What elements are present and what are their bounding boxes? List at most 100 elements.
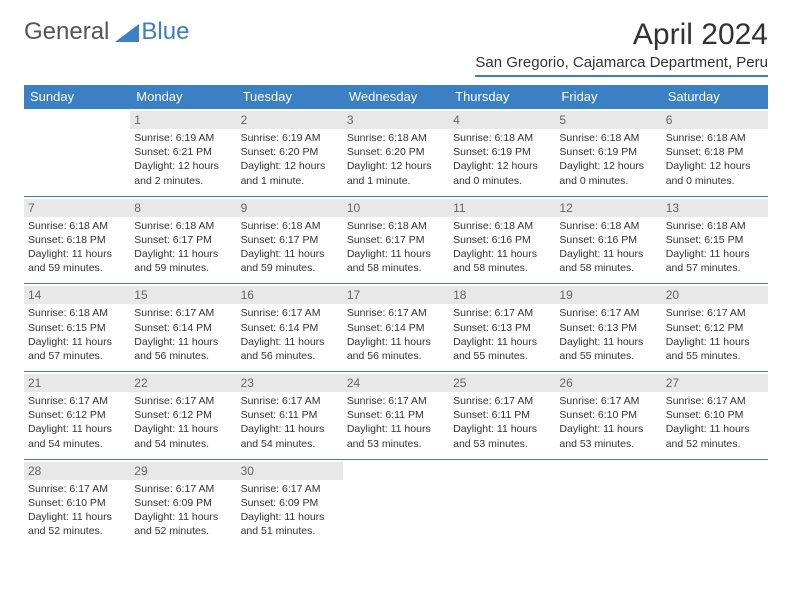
day-number: 25 (449, 374, 555, 392)
day-number: 2 (237, 111, 343, 129)
calendar-cell: 30 Sunrise: 6:17 AMSunset: 6:09 PMDayligh… (237, 459, 343, 546)
day-info: Sunrise: 6:17 AMSunset: 6:12 PMDaylight:… (666, 306, 764, 363)
title-block: April 2024 San Gregorio, Cajamarca Depar… (475, 18, 768, 77)
day-number: 11 (449, 199, 555, 217)
calendar-cell: 22 Sunrise: 6:17 AMSunset: 6:12 PMDayligh… (130, 372, 236, 460)
weekday-header-row: Sunday Monday Tuesday Wednesday Thursday… (24, 85, 768, 109)
calendar-cell: 20 Sunrise: 6:17 AMSunset: 6:12 PMDayligh… (662, 284, 768, 372)
day-number: 12 (555, 199, 661, 217)
weekday-friday: Friday (555, 85, 661, 109)
day-info: Sunrise: 6:17 AMSunset: 6:14 PMDaylight:… (134, 306, 232, 363)
calendar-cell: 6 Sunrise: 6:18 AMSunset: 6:18 PMDaylight… (662, 109, 768, 197)
weekday-saturday: Saturday (662, 85, 768, 109)
calendar-cell: 1Sunrise: 6:19 AMSunset: 6:21 PMDaylight… (130, 109, 236, 197)
calendar-cell (24, 109, 130, 197)
calendar-cell (662, 459, 768, 546)
weekday-monday: Monday (130, 85, 236, 109)
day-info: Sunrise: 6:18 AMSunset: 6:16 PMDaylight:… (559, 219, 657, 276)
day-number: 19 (555, 286, 661, 304)
day-info: Sunrise: 6:18 AMSunset: 6:15 PMDaylight:… (666, 219, 764, 276)
calendar-cell: 12 Sunrise: 6:18 AMSunset: 6:16 PMDayligh… (555, 196, 661, 284)
day-number: 20 (662, 286, 768, 304)
calendar-cell: 27 Sunrise: 6:17 AMSunset: 6:10 PMDayligh… (662, 372, 768, 460)
day-number: 23 (237, 374, 343, 392)
calendar-cell: 25 Sunrise: 6:17 AMSunset: 6:11 PMDayligh… (449, 372, 555, 460)
day-info: Sunrise: 6:18 AMSunset: 6:15 PMDaylight:… (28, 306, 126, 363)
day-info: Sunrise: 6:17 AMSunset: 6:11 PMDaylight:… (453, 394, 551, 451)
day-info: Sunrise: 6:18 AMSunset: 6:18 PMDaylight:… (28, 219, 126, 276)
weekday-tuesday: Tuesday (237, 85, 343, 109)
calendar-row: 1Sunrise: 6:19 AMSunset: 6:21 PMDaylight… (24, 109, 768, 197)
day-info: Sunrise: 6:17 AMSunset: 6:14 PMDaylight:… (347, 306, 445, 363)
day-info: Sunrise: 6:17 AMSunset: 6:14 PMDaylight:… (241, 306, 339, 363)
day-info: Sunrise: 6:17 AMSunset: 6:13 PMDaylight:… (453, 306, 551, 363)
day-number: 16 (237, 286, 343, 304)
calendar-table: Sunday Monday Tuesday Wednesday Thursday… (24, 85, 768, 546)
month-title: April 2024 (475, 18, 768, 52)
calendar-cell: 15 Sunrise: 6:17 AMSunset: 6:14 PMDayligh… (130, 284, 236, 372)
day-info: Sunrise: 6:18 AMSunset: 6:17 PMDaylight:… (241, 219, 339, 276)
day-info: Sunrise: 6:18 AMSunset: 6:17 PMDaylight:… (134, 219, 232, 276)
calendar-cell: 7 Sunrise: 6:18 AMSunset: 6:18 PMDaylight… (24, 196, 130, 284)
day-info: Sunrise: 6:17 AMSunset: 6:09 PMDaylight:… (134, 482, 232, 539)
day-number: 14 (24, 286, 130, 304)
day-number: 13 (662, 199, 768, 217)
calendar-row: 7 Sunrise: 6:18 AMSunset: 6:18 PMDaylight… (24, 196, 768, 284)
header: General Blue April 2024 San Gregorio, Ca… (24, 18, 768, 77)
location-text: San Gregorio, Cajamarca Department, Peru (475, 54, 768, 77)
day-number: 3 (343, 111, 449, 129)
calendar-cell: 29 Sunrise: 6:17 AMSunset: 6:09 PMDayligh… (130, 459, 236, 546)
calendar-cell (343, 459, 449, 546)
day-info: Sunrise: 6:18 AMSunset: 6:17 PMDaylight:… (347, 219, 445, 276)
day-number: 15 (130, 286, 236, 304)
day-number: 26 (555, 374, 661, 392)
day-number: 21 (24, 374, 130, 392)
day-number: 17 (343, 286, 449, 304)
day-info: Sunrise: 6:17 AMSunset: 6:10 PMDaylight:… (559, 394, 657, 451)
day-info: Sunrise: 6:17 AMSunset: 6:11 PMDaylight:… (347, 394, 445, 451)
day-number: 29 (130, 462, 236, 480)
day-number: 4 (449, 111, 555, 129)
calendar-row: 14 Sunrise: 6:18 AMSunset: 6:15 PMDayligh… (24, 284, 768, 372)
day-info: Sunrise: 6:17 AMSunset: 6:10 PMDaylight:… (28, 482, 126, 539)
calendar-cell: 2 Sunrise: 6:19 AMSunset: 6:20 PMDaylight… (237, 109, 343, 197)
calendar-cell: 18 Sunrise: 6:17 AMSunset: 6:13 PMDayligh… (449, 284, 555, 372)
calendar-cell: 4 Sunrise: 6:18 AMSunset: 6:19 PMDaylight… (449, 109, 555, 197)
calendar-cell: 23 Sunrise: 6:17 AMSunset: 6:11 PMDayligh… (237, 372, 343, 460)
calendar-cell: 11 Sunrise: 6:18 AMSunset: 6:16 PMDayligh… (449, 196, 555, 284)
day-info: Sunrise: 6:19 AMSunset: 6:20 PMDaylight:… (241, 131, 339, 188)
day-number: 27 (662, 374, 768, 392)
day-number: 24 (343, 374, 449, 392)
logo: General Blue (24, 18, 189, 46)
day-number: 10 (343, 199, 449, 217)
calendar-cell (555, 459, 661, 546)
calendar-cell: 10 Sunrise: 6:18 AMSunset: 6:17 PMDayligh… (343, 196, 449, 284)
day-info: Sunrise: 6:17 AMSunset: 6:09 PMDaylight:… (241, 482, 339, 539)
calendar-cell: 16 Sunrise: 6:17 AMSunset: 6:14 PMDayligh… (237, 284, 343, 372)
day-number: 7 (24, 199, 130, 217)
day-number: 6 (662, 111, 768, 129)
calendar-cell: 5Sunrise: 6:18 AMSunset: 6:19 PMDaylight… (555, 109, 661, 197)
day-number: 1 (130, 111, 236, 129)
day-info: Sunrise: 6:18 AMSunset: 6:19 PMDaylight:… (559, 131, 657, 188)
day-info: Sunrise: 6:17 AMSunset: 6:11 PMDaylight:… (241, 394, 339, 451)
calendar-row: 21Sunrise: 6:17 AMSunset: 6:12 PMDayligh… (24, 372, 768, 460)
day-info: Sunrise: 6:17 AMSunset: 6:12 PMDaylight:… (134, 394, 232, 451)
day-number: 9 (237, 199, 343, 217)
day-info: Sunrise: 6:18 AMSunset: 6:19 PMDaylight:… (453, 131, 551, 188)
calendar-cell (449, 459, 555, 546)
calendar-cell: 14 Sunrise: 6:18 AMSunset: 6:15 PMDayligh… (24, 284, 130, 372)
day-number: 8 (130, 199, 236, 217)
calendar-cell: 21 Sunrise: 6:17 AMSunset: 6:12 PMDayligh… (24, 372, 130, 460)
day-info: Sunrise: 6:18 AMSunset: 6:18 PMDaylight:… (666, 131, 764, 188)
day-info: Sunrise: 6:17 AMSunset: 6:12 PMDaylight:… (28, 394, 126, 451)
calendar-body: 1Sunrise: 6:19 AMSunset: 6:21 PMDaylight… (24, 109, 768, 547)
day-number: 18 (449, 286, 555, 304)
day-number: 30 (237, 462, 343, 480)
day-number: 22 (130, 374, 236, 392)
day-info: Sunrise: 6:17 AMSunset: 6:10 PMDaylight:… (666, 394, 764, 451)
weekday-thursday: Thursday (449, 85, 555, 109)
day-info: Sunrise: 6:17 AMSunset: 6:13 PMDaylight:… (559, 306, 657, 363)
day-info: Sunrise: 6:18 AMSunset: 6:16 PMDaylight:… (453, 219, 551, 276)
weekday-sunday: Sunday (24, 85, 130, 109)
